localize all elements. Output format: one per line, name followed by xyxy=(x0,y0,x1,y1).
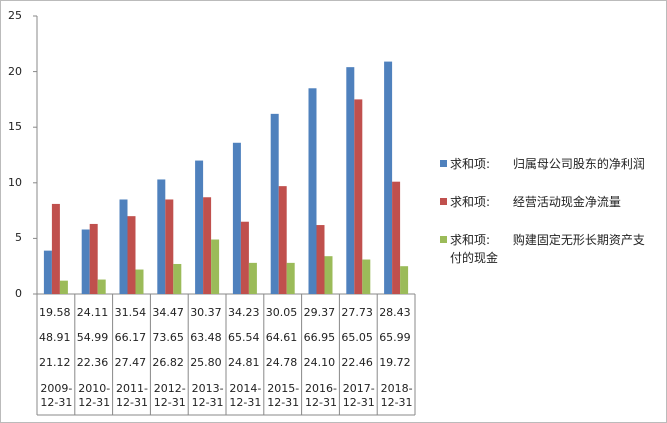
bar xyxy=(278,186,287,294)
table-cell: 19.58 xyxy=(39,306,71,319)
bar xyxy=(384,61,393,295)
table-cell: 34.47 xyxy=(152,306,184,319)
table-cell: 30.05 xyxy=(265,306,298,319)
table-cell: 19.72 xyxy=(379,356,411,369)
bar xyxy=(211,239,220,294)
legend-label: 求和项: 购建固定无形长期资产支付的现金 xyxy=(450,233,645,265)
bar xyxy=(195,160,204,294)
bar xyxy=(173,263,182,294)
table-cell: 65.99 xyxy=(379,331,411,344)
table-cell: 22.36 xyxy=(76,356,109,369)
x-tick-label: 2018-12-31 xyxy=(380,382,413,409)
bar xyxy=(392,181,401,294)
table-cell: 31.54 xyxy=(114,306,147,319)
bar xyxy=(157,179,166,294)
y-tick-label: 0 xyxy=(15,287,22,300)
legend-swatch xyxy=(440,198,447,205)
x-tick-label: 2009-12-31 xyxy=(40,382,73,409)
legend-label: 求和项: 经营活动现金净流量 xyxy=(450,195,621,209)
x-tick-label: 2013-12-31 xyxy=(191,382,224,409)
bar xyxy=(270,113,279,294)
table-cell: 24.10 xyxy=(303,356,336,369)
legend-label: 求和项: 归属母公司股东的净利润 xyxy=(450,157,645,171)
bar xyxy=(97,279,106,294)
x-tick-label: 2014-12-31 xyxy=(229,382,262,409)
bar xyxy=(232,142,241,294)
bar xyxy=(248,262,257,294)
bar xyxy=(51,203,60,294)
table-cell: 25.80 xyxy=(190,356,222,369)
table-cell: 66.17 xyxy=(114,331,147,344)
bar xyxy=(324,256,333,294)
table-cell: 66.95 xyxy=(303,331,336,344)
x-tick-label: 2012-12-31 xyxy=(153,382,186,409)
bar xyxy=(308,88,317,294)
table-cell: 73.65 xyxy=(152,331,184,344)
bar xyxy=(240,221,249,294)
x-tick-label: 2017-12-31 xyxy=(342,382,375,409)
bar xyxy=(119,199,128,294)
legend-swatch xyxy=(440,236,447,243)
bar xyxy=(203,197,212,294)
table-cell: 65.05 xyxy=(341,331,373,344)
table-cell: 48.91 xyxy=(39,331,71,344)
y-tick-label: 5 xyxy=(15,231,22,245)
table-cell: 63.48 xyxy=(190,331,222,344)
bar xyxy=(286,262,295,294)
table-cell: 24.78 xyxy=(265,356,298,369)
table-cell: 28.43 xyxy=(379,306,411,319)
y-tick-label: 10 xyxy=(8,175,22,189)
bar xyxy=(354,99,363,295)
table-cell: 29.37 xyxy=(303,306,336,319)
bar xyxy=(127,216,136,294)
bar xyxy=(346,67,355,294)
table-cell: 26.82 xyxy=(152,356,184,369)
legend-swatch xyxy=(440,160,447,167)
x-tick-label: 2011-12-31 xyxy=(116,382,148,409)
y-tick-label: 15 xyxy=(8,120,22,134)
table-cell: 27.73 xyxy=(341,306,373,319)
bar xyxy=(89,223,98,294)
bar xyxy=(81,229,90,294)
y-tick-label: 20 xyxy=(8,64,22,78)
bar xyxy=(362,259,371,294)
bar xyxy=(43,250,52,294)
bar xyxy=(165,199,174,294)
x-tick-label: 2010-12-31 xyxy=(78,382,111,409)
table-cell: 24.81 xyxy=(228,356,260,369)
bar xyxy=(135,269,144,294)
x-tick-label: 2016-12-31 xyxy=(305,382,337,409)
table-cell: 64.61 xyxy=(265,331,298,344)
table-cell: 22.46 xyxy=(341,356,373,369)
x-tick-label: 2015-12-31 xyxy=(267,382,300,409)
table-cell: 54.99 xyxy=(76,331,109,344)
bar xyxy=(400,266,409,294)
bar xyxy=(316,225,325,294)
table-cell: 24.11 xyxy=(76,306,109,319)
table-cell: 34.23 xyxy=(228,306,260,319)
table-cell: 21.12 xyxy=(39,356,71,369)
y-tick-label: 25 xyxy=(8,9,22,22)
table-cell: 30.37 xyxy=(190,306,222,319)
bar xyxy=(59,280,68,294)
table-cell: 27.47 xyxy=(114,356,147,369)
table-cell: 65.54 xyxy=(228,331,260,344)
